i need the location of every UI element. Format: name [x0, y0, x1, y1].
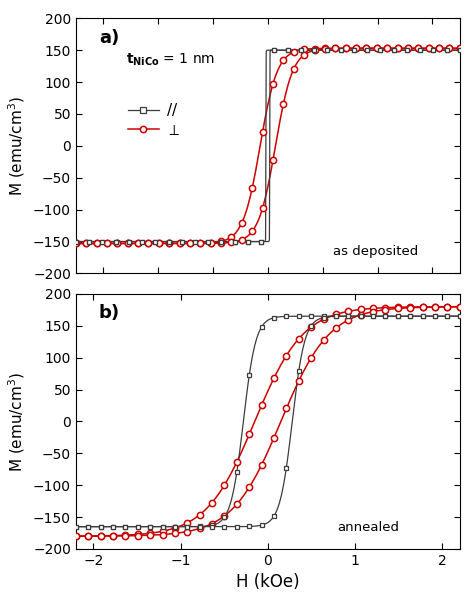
Text: b): b) — [99, 304, 120, 322]
Legend: $\mathit{//}$, $\perp$: $\mathit{//}$, $\perp$ — [122, 95, 187, 143]
X-axis label: H (kOe): H (kOe) — [236, 573, 300, 592]
Text: a): a) — [99, 29, 119, 46]
Y-axis label: M (emu/cm$^3$): M (emu/cm$^3$) — [7, 371, 27, 472]
Text: annealed: annealed — [337, 521, 399, 534]
Text: as deposited: as deposited — [333, 245, 419, 258]
Text: $\mathbf{t}_{\mathbf{NiCo}}$ = 1 nm: $\mathbf{t}_{\mathbf{NiCo}}$ = 1 nm — [126, 51, 215, 68]
Y-axis label: M (emu/cm$^3$): M (emu/cm$^3$) — [7, 96, 27, 196]
